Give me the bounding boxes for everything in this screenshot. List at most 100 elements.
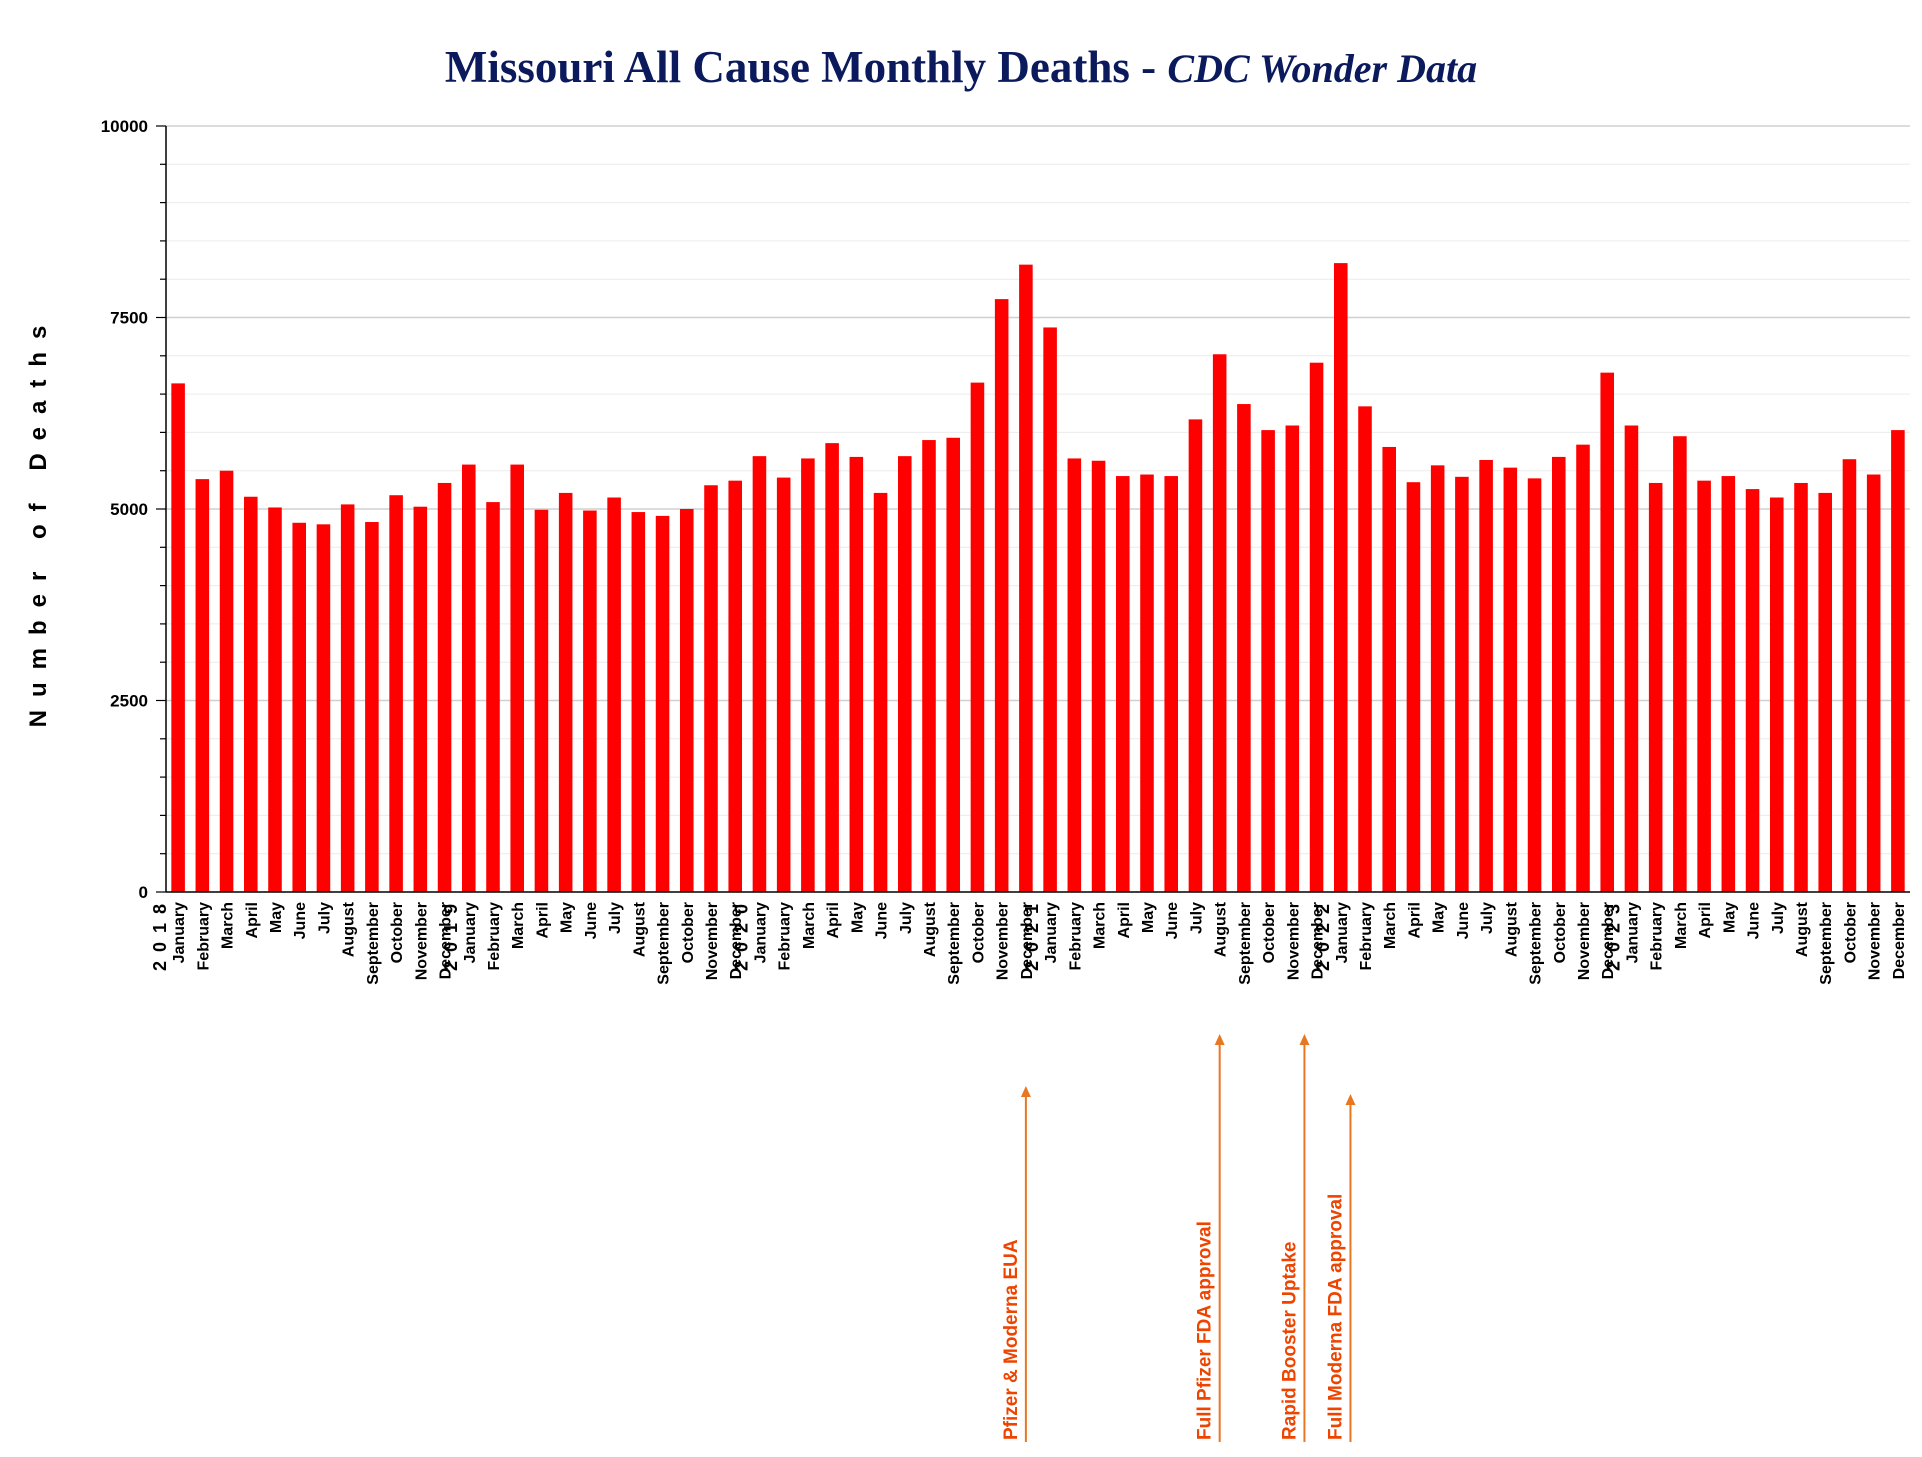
x-tick-label: August: [341, 901, 358, 957]
x-tick-label: December: [1600, 902, 1617, 979]
bar: [1721, 476, 1736, 892]
bar: [607, 497, 621, 892]
year-labels: 2 0 1 8 2 0 1 9 2 0 2 0 2 0 2 1 2 0 2 2 2 0 2…: [150, 902, 1623, 971]
bar: [316, 524, 331, 892]
x-tick-label: September: [656, 902, 673, 985]
bar: [219, 470, 234, 892]
annotation-arrow-head: [1299, 1034, 1310, 1045]
bar: [1212, 354, 1227, 892]
bar: [268, 507, 282, 892]
bar: [413, 506, 428, 892]
y-tick-label: 0: [139, 883, 148, 902]
bar: [1406, 482, 1421, 892]
x-tick-label: June: [583, 902, 600, 939]
x-tick-label: April: [1116, 902, 1133, 938]
chart-title-main: Missouri All Cause Monthly Deaths -: [445, 42, 1168, 92]
x-tick-label: November: [995, 902, 1012, 980]
x-tick-label: June: [1746, 902, 1763, 939]
bar: [825, 443, 839, 892]
x-tick-label: September: [1528, 902, 1545, 985]
x-tick-label: January: [752, 902, 769, 963]
bar: [1164, 476, 1179, 892]
bar: [1358, 406, 1372, 892]
x-tick-label: March: [510, 902, 527, 949]
x-tick-label: March: [1092, 902, 1109, 949]
x-tick-label: July: [607, 902, 624, 934]
x-tick-label: December: [728, 902, 745, 979]
bar: [1261, 430, 1275, 892]
bar: [1673, 436, 1687, 892]
bar: [897, 456, 912, 892]
bar: [631, 512, 646, 892]
y-tick-label: 7500: [110, 309, 148, 328]
bar: [1479, 459, 1493, 892]
x-tick-label: April: [244, 902, 261, 938]
bar: [1891, 430, 1905, 892]
grid-lines: [166, 125, 1910, 855]
x-tick-label: August: [631, 901, 648, 957]
x-tick-label: November: [1867, 902, 1884, 980]
x-tick-label: September: [1237, 902, 1254, 985]
year-label: 2 0 1 8: [150, 902, 170, 971]
annotation-arrow-head: [1214, 1034, 1225, 1045]
x-tick-label: May: [268, 902, 285, 933]
x-tick-label: July: [1188, 902, 1205, 934]
x-tick-label: May: [849, 902, 866, 933]
x-tick-label: November: [1285, 902, 1302, 980]
bar: [1333, 263, 1348, 892]
x-tick-label: July: [316, 902, 333, 934]
x-tick-label: May: [1431, 902, 1448, 933]
x-tick-label: April: [534, 902, 551, 938]
bar: [1019, 264, 1033, 892]
year-label: 2 0 2 1: [1022, 902, 1042, 971]
y-tick-label: 2500: [110, 692, 148, 711]
bar: [849, 456, 864, 892]
bar: [340, 504, 355, 892]
x-tick-label: January: [1624, 902, 1641, 963]
bar: [1285, 425, 1300, 892]
bar: [1600, 372, 1615, 893]
bar: [1091, 460, 1106, 892]
x-tick-label: January: [462, 902, 479, 963]
x-tick-label: February: [195, 902, 212, 971]
bar: [1818, 492, 1833, 892]
x-tick-label: August: [1503, 901, 1520, 957]
bar: [994, 299, 1009, 893]
x-tick-label: February: [1358, 902, 1375, 971]
x-tick-label: March: [801, 902, 818, 949]
bar: [704, 485, 718, 892]
bar: [1794, 482, 1808, 892]
annotation-arrow-head: [1345, 1094, 1356, 1105]
bar: [486, 502, 500, 892]
bar: [437, 482, 452, 892]
bar: [679, 509, 694, 892]
bar: [292, 522, 307, 892]
x-tick-label: October: [1261, 902, 1278, 963]
x-tick-label: October: [389, 902, 406, 963]
x-tick-label: August: [1213, 901, 1230, 957]
bars: [171, 263, 1905, 893]
bar: [922, 440, 936, 892]
bar: [1697, 480, 1711, 892]
axes: [156, 125, 1910, 893]
y-tick-label: 5000: [110, 500, 148, 519]
x-tick-label: August: [922, 901, 939, 957]
x-tick-label: November: [1576, 902, 1593, 980]
bar: [389, 495, 403, 892]
x-tick-label: November: [413, 902, 430, 980]
bar: [1140, 474, 1154, 892]
x-tick-label: October: [1842, 902, 1859, 963]
x-tick-label: October: [970, 902, 987, 963]
bar: [1503, 467, 1518, 892]
bar: [558, 492, 573, 892]
bar: [534, 509, 549, 892]
x-tick-label: July: [1479, 902, 1496, 934]
bar: [365, 522, 379, 892]
annotation-arrow-head: [1020, 1086, 1031, 1097]
x-tick-label: December: [1891, 902, 1908, 979]
annotations: Pfizer & Moderna EUA Full Pfizer FDA appr…: [1001, 1034, 1356, 1442]
x-tick-label: December: [1019, 902, 1036, 979]
bar: [195, 479, 210, 892]
x-tick-labels: January February March April May June July Augu…: [171, 901, 1908, 984]
